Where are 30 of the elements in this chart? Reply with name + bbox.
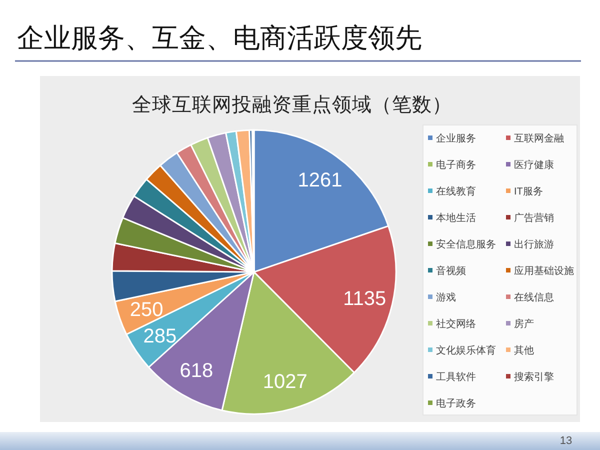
legend-label: 应用基础设施 — [514, 265, 574, 277]
legend-label: 游戏 — [436, 292, 456, 304]
legend-label: 企业服务 — [436, 132, 476, 144]
data-label: 1261 — [298, 170, 342, 192]
legend-label: 在线教育 — [436, 186, 476, 198]
legend-label: 搜索引擎 — [514, 371, 554, 383]
data-label: 618 — [180, 360, 214, 382]
legend-label: 音视频 — [436, 265, 466, 277]
legend-label: 其他 — [514, 344, 534, 356]
legend-label: 在线信息 — [514, 292, 554, 304]
legend-label: 文化娱乐体育 — [436, 344, 496, 356]
legend-label: 电子政务 — [436, 398, 476, 410]
legend-label: 本地生活 — [436, 212, 476, 224]
data-label: 1027 — [262, 371, 308, 394]
data-label: 250 — [130, 298, 164, 321]
chart-title: 企业服务、互金、电商活跃度领先 — [17, 23, 422, 53]
legend-label: 广告营销 — [514, 212, 554, 224]
data-label: 1135 — [343, 288, 386, 310]
legend-label: 社交网络 — [436, 318, 476, 330]
text: 13 — [560, 435, 572, 447]
legend-label: 安全信息服务 — [436, 238, 496, 250]
legend-label: 工具软件 — [436, 371, 476, 383]
data-label: 285 — [143, 326, 177, 348]
legend-label: 医疗健康 — [514, 159, 554, 171]
legend-label: 互联网金融 — [514, 132, 564, 144]
chart-subtitle: 全球互联网投融资重点领域（笔数） — [132, 94, 452, 116]
legend-label: 电子商务 — [436, 159, 476, 171]
legend-label: IT服务 — [514, 186, 543, 198]
legend-label: 房产 — [514, 318, 534, 330]
legend-label: 出行旅游 — [514, 238, 554, 250]
